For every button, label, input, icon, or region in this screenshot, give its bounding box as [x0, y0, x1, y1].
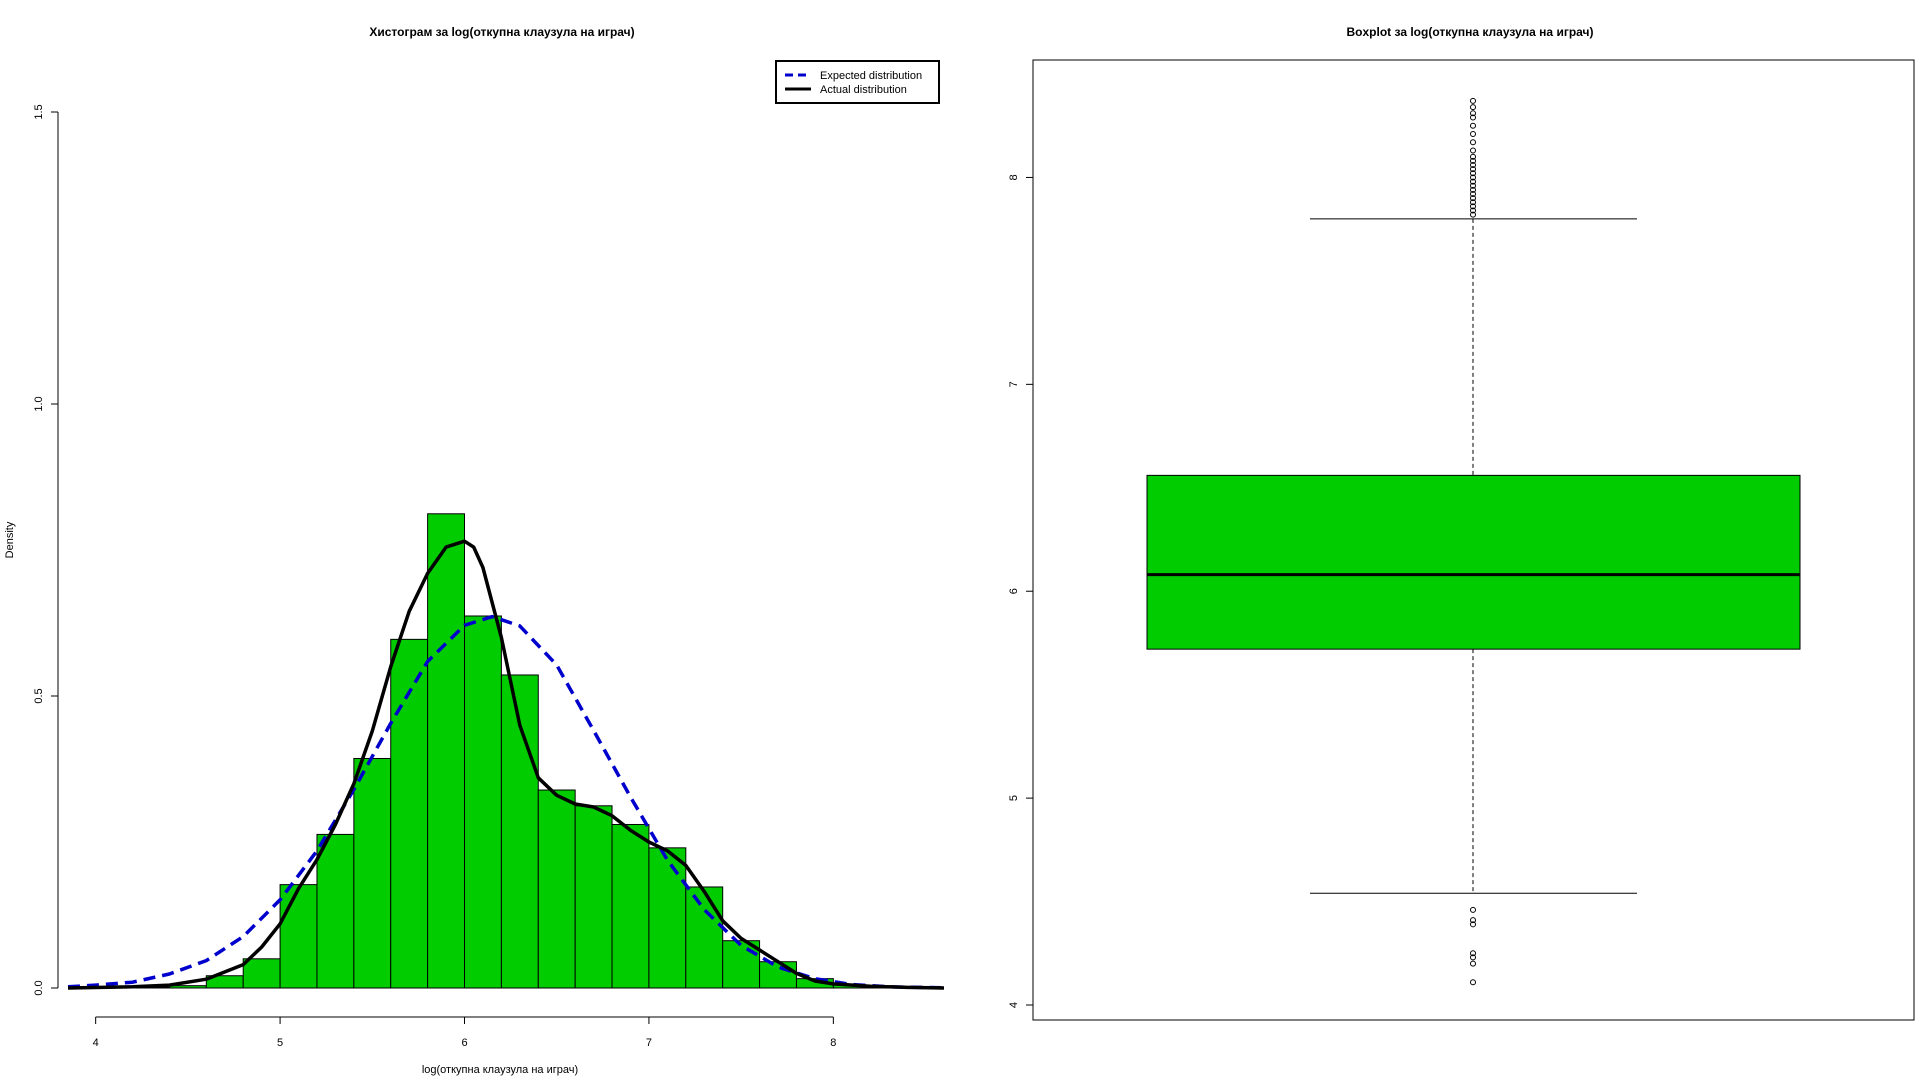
outlier-point: [1470, 979, 1476, 986]
boxplot-outliers: [1470, 97, 1476, 986]
boxplot-title: Boxplot за log(откупна клаузула на играч…: [1347, 25, 1594, 39]
boxplot-panel: Boxplot за log(откупна клаузула на играч…: [1008, 25, 1915, 1021]
legend-expected-label: Expected distribution: [820, 70, 922, 82]
outlier-point: [1470, 954, 1476, 961]
outlier-point: [1470, 921, 1476, 928]
boxplot-y-axis: 4 5 6 7 8: [1008, 174, 1034, 1008]
outlier-point: [1470, 114, 1476, 121]
outlier-point: [1470, 960, 1476, 967]
y-tick-label: 8: [1008, 174, 1020, 180]
outlier-point: [1470, 203, 1476, 210]
outlier-point: [1470, 906, 1476, 913]
outlier-point: [1470, 139, 1476, 146]
histogram-x-axis: 4 5 6 7 8: [93, 1016, 836, 1049]
histogram-bar: [685, 886, 724, 989]
outlier-point: [1470, 130, 1476, 137]
outlier-point: [1470, 153, 1476, 160]
outlier-point: [1470, 157, 1476, 164]
outlier-point: [1470, 147, 1476, 154]
x-tick-label: 5: [277, 1037, 283, 1049]
outlier-point: [1470, 190, 1476, 197]
outlier-point: [1470, 178, 1476, 185]
expected-distribution-curve: [67, 614, 945, 990]
histogram-bar: [279, 884, 318, 989]
histogram-bar: [722, 940, 761, 989]
histogram-bars: [68, 513, 944, 989]
outlier-point: [1470, 182, 1476, 189]
legend: Expected distribution Actual distributio…: [775, 60, 940, 104]
histogram-x-label: log(откупна клаузула на играч): [422, 1064, 578, 1076]
outlier-point: [1470, 199, 1476, 206]
histogram-bar: [242, 958, 281, 989]
outlier-point: [1470, 97, 1476, 104]
x-tick-label: 7: [646, 1037, 652, 1049]
x-tick-label: 6: [461, 1037, 467, 1049]
histogram-bar: [574, 805, 613, 989]
outlier-point: [1470, 917, 1476, 924]
outlier-point: [1470, 195, 1476, 202]
boxplot-body: [1146, 218, 1801, 894]
histogram-bar: [316, 833, 355, 989]
histogram-bar: [648, 847, 687, 989]
outlier-point: [1470, 186, 1476, 193]
histogram-title: Хистограм за log(откупна клаузула на игр…: [369, 25, 634, 39]
y-tick-label: 0.5: [33, 688, 45, 703]
y-tick-label: 4: [1008, 1002, 1020, 1008]
outlier-point: [1470, 207, 1476, 214]
outlier-point: [1470, 170, 1476, 177]
histogram-bar: [759, 961, 797, 989]
outlier-point: [1470, 166, 1476, 173]
y-tick-label: 1.5: [33, 104, 45, 119]
outlier-point: [1470, 950, 1476, 957]
histogram-y-axis: 0.0 0.5 1.0 1.5: [33, 104, 59, 996]
x-tick-label: 8: [830, 1037, 836, 1049]
actual-distribution-curve: [67, 539, 945, 990]
outlier-point: [1470, 122, 1476, 129]
outlier-point: [1470, 211, 1476, 218]
histogram-bar: [464, 615, 502, 989]
y-tick-label: 5: [1008, 795, 1020, 801]
y-tick-label: 6: [1008, 588, 1020, 594]
histogram-bar: [537, 789, 576, 989]
x-tick-label: 4: [93, 1037, 99, 1049]
legend-box: [775, 60, 940, 104]
outlier-point: [1470, 104, 1476, 111]
interquartile-box: [1146, 474, 1801, 650]
histogram-y-label: Density: [4, 521, 16, 558]
histogram-bar: [353, 757, 392, 989]
y-tick-label: 1.0: [33, 396, 45, 411]
histogram-bar: [611, 823, 650, 989]
outlier-point: [1470, 174, 1476, 181]
legend-actual-label: Actual distribution: [820, 84, 907, 96]
y-tick-label: 0.0: [33, 980, 45, 995]
outlier-point: [1470, 110, 1476, 117]
y-tick-label: 7: [1008, 381, 1020, 387]
histogram-bar: [390, 638, 429, 989]
density-curves: [67, 539, 945, 990]
outlier-point: [1470, 162, 1476, 169]
histogram-panel: Хистограм за log(откупна клаузула на игр…: [4, 25, 945, 1076]
histogram-bar: [427, 513, 466, 989]
